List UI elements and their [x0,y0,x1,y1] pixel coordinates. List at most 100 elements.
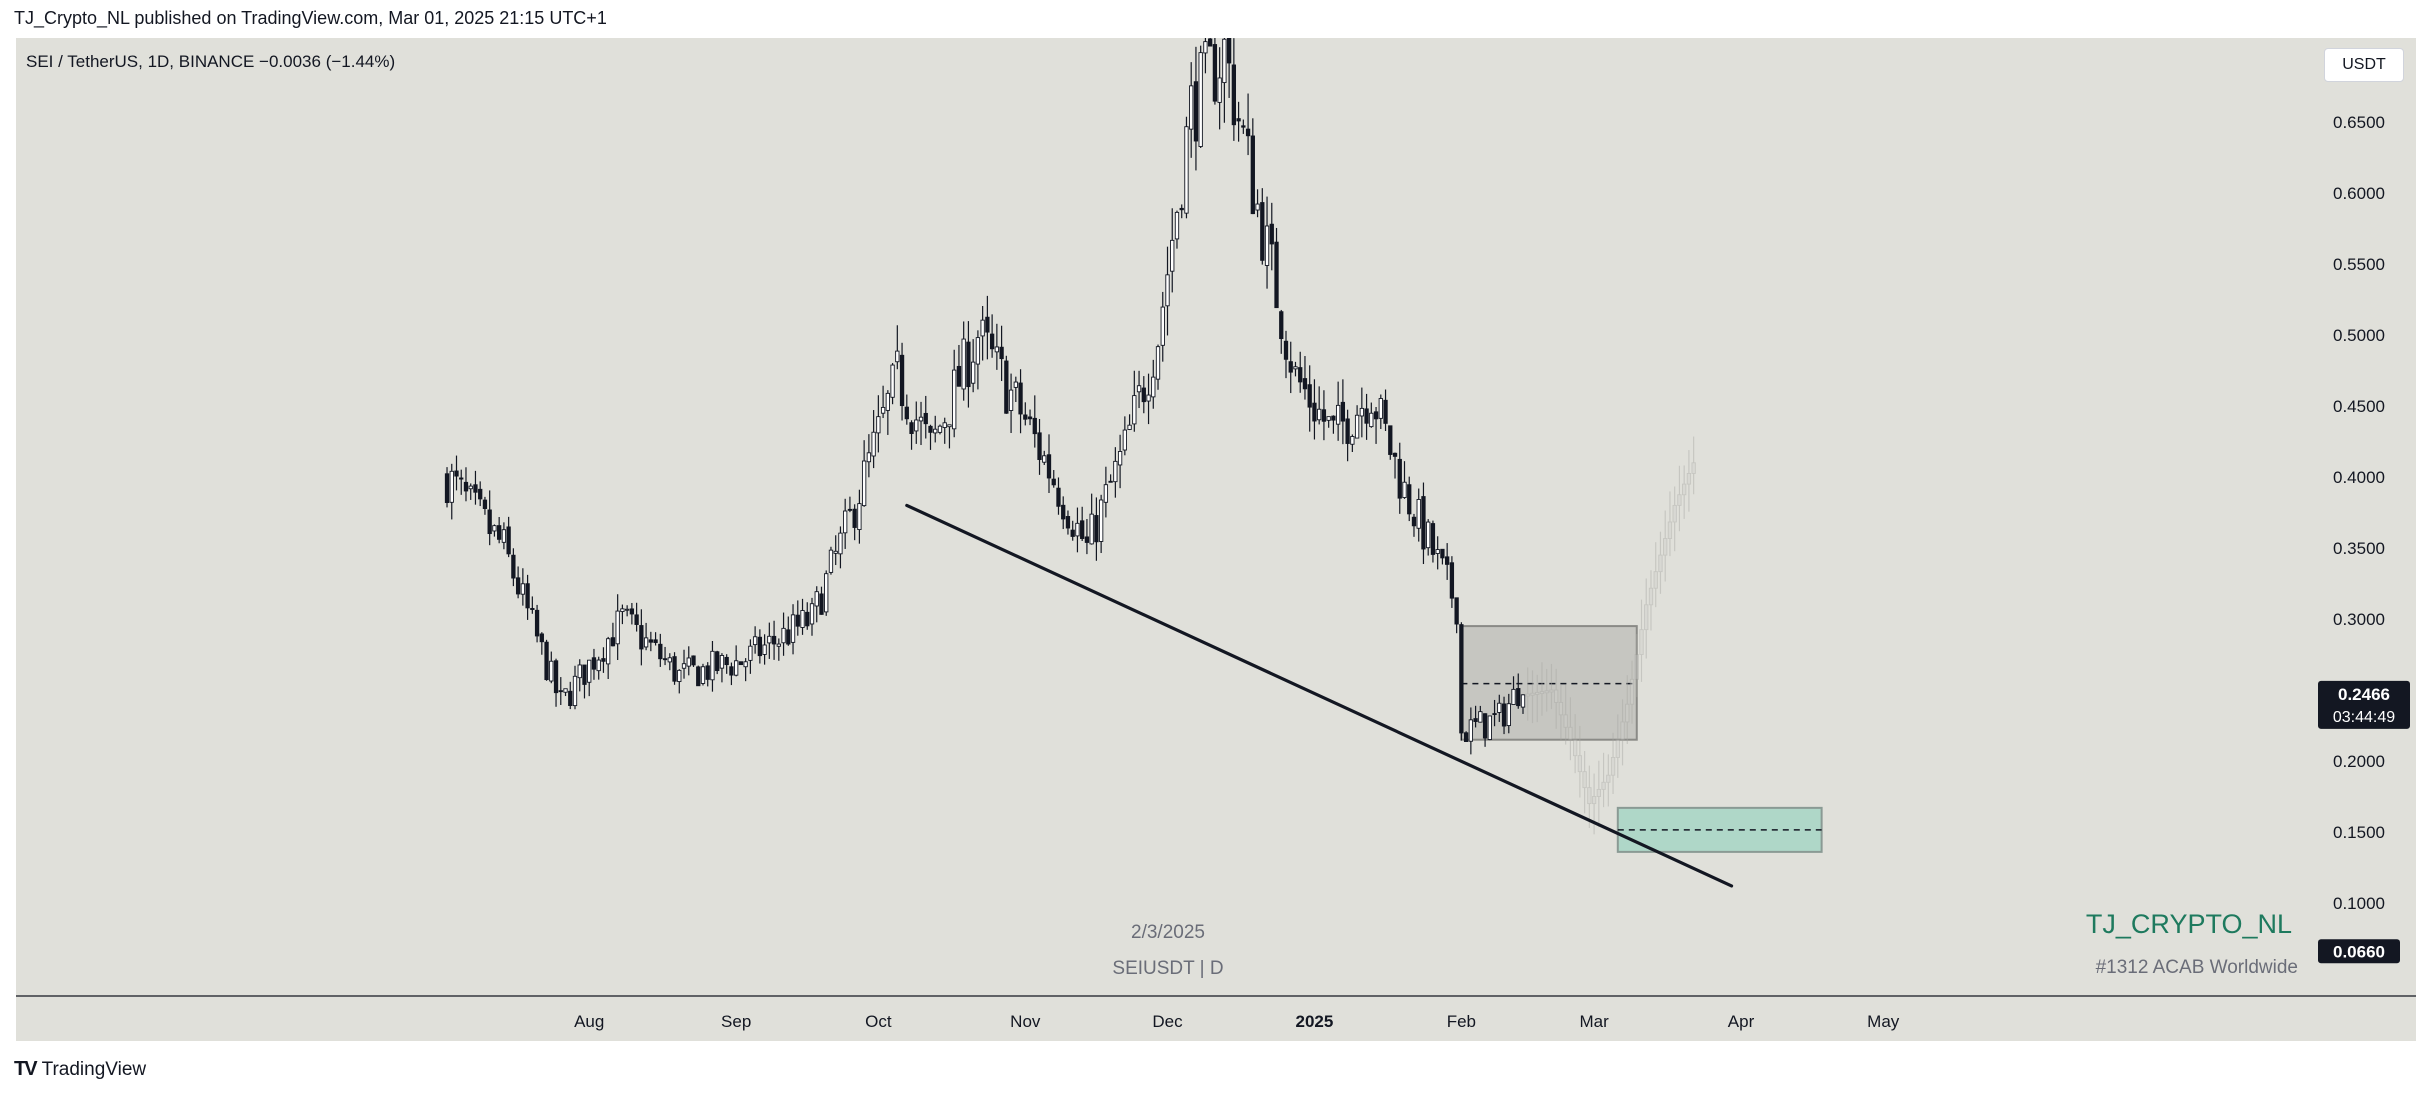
chart-pane[interactable]: 0.6500 0.6000 0.5500 0.5000 0.4500 0.4000 0.35… [16,38,2416,1041]
candle [492,524,497,537]
candle [1141,376,1146,414]
candle-body [1136,385,1142,393]
candle [544,639,549,681]
candle [767,622,772,659]
candle-body [1198,52,1203,147]
candle [1468,707,1474,755]
candle [857,489,862,544]
projected-candle [1672,486,1677,552]
candle-body [1236,118,1241,122]
candle [686,646,691,676]
currency-button[interactable]: USDT [2324,48,2404,82]
candle [776,638,781,661]
candle-body [454,470,459,477]
projected-candle [1606,754,1611,807]
candle [705,662,710,687]
candle [1084,518,1090,555]
projected-candle [1682,465,1687,519]
candle [861,440,867,507]
candle [800,598,805,635]
candle [814,586,819,623]
projected-candle [1558,684,1564,740]
candle [838,526,843,569]
projected-candle [1587,765,1592,828]
tradingview-logo-text: TradingView [41,1058,147,1080]
candle [1231,38,1237,141]
candle-body [596,659,601,672]
candle [1331,415,1336,434]
candle-body [478,488,483,500]
candle [1378,394,1383,429]
candle-body [582,664,587,685]
candle-body [738,661,744,666]
candle-body [1008,389,1014,411]
candle [525,574,530,620]
projected-candle-body [1587,787,1592,805]
tradingview-logo[interactable]: TV TradingView [14,1058,146,1081]
candle [1511,676,1516,705]
candle-body [691,655,696,666]
candle [473,470,478,505]
price-tick-label: 0.6500 [2333,113,2385,132]
candle-body [615,610,620,645]
candle-body [890,364,895,398]
candle [1203,38,1208,74]
candle [1473,705,1478,728]
candle [482,496,488,515]
projected-candle-body [1591,796,1597,805]
time-tick-label: Dec [1152,1012,1183,1031]
candle [591,648,597,680]
candle-body [1298,367,1303,383]
candle [454,455,459,491]
candle [710,640,715,692]
candle [1217,47,1222,130]
candle [828,546,834,575]
candle-body [1018,382,1023,415]
candle [1449,556,1455,608]
candle-body [771,635,777,645]
projected-candle [1648,570,1654,631]
projected-candle-body [1582,771,1587,789]
projected-candle [1596,760,1601,828]
candle-body [530,607,535,610]
price-chart[interactable]: 0.6500 0.6000 0.5500 0.5000 0.4500 0.4000 0.35… [16,38,2416,1041]
candle-body [1084,536,1090,543]
candle-body [515,577,521,595]
candle-body [1407,484,1412,515]
candle [847,496,853,513]
candle [1080,506,1085,541]
projected-candle [1663,510,1668,582]
support-trendline[interactable] [905,503,1734,888]
candle [1042,450,1047,466]
candle-body [1122,429,1127,451]
candle-body [629,608,635,615]
projected-candle [1658,531,1663,594]
candle-body [468,485,473,490]
candle-body [696,666,701,687]
candle-body [658,643,663,660]
candle [700,663,706,686]
candle [1208,38,1213,47]
candle-body [1023,414,1028,420]
candle [601,647,606,673]
candle-body [1459,624,1464,734]
candle [1264,196,1270,289]
candle [1421,482,1426,565]
candle [1492,699,1497,727]
projected-candle [1615,714,1620,778]
projected-candle [1577,725,1583,798]
candle [1293,361,1298,377]
candle-body [1506,703,1511,727]
candle-body [1165,274,1170,307]
candle [459,469,464,495]
candle-body [1478,711,1483,723]
candle-body [1279,311,1284,340]
candle [1151,359,1156,409]
candle [1108,474,1113,483]
candle-body [1208,38,1213,47]
candle-body [667,657,672,663]
candle [572,665,578,710]
candle-body [1179,207,1184,211]
candle [606,636,611,680]
symbol-info[interactable]: SEI / TetherUS, 1D, BINANCE −0.0036 (−1.… [26,52,396,71]
